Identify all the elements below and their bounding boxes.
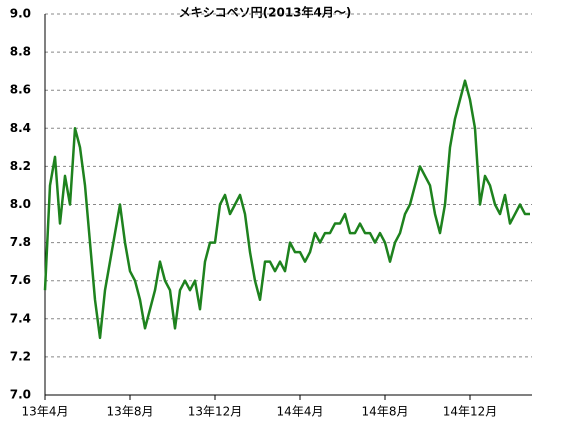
- y-tick-label: 9.0: [10, 7, 31, 21]
- x-tick-label: 13年4月: [22, 405, 69, 419]
- x-tick-label: 13年8月: [107, 405, 154, 419]
- x-tick-label: 14年8月: [362, 405, 409, 419]
- y-tick-label: 7.0: [10, 388, 31, 402]
- series-line: [43, 79, 530, 340]
- y-tick-label: 7.2: [10, 349, 31, 363]
- y-tick-label: 8.0: [10, 197, 31, 211]
- x-tick-label: 13年12月: [188, 405, 243, 419]
- y-tick-label: 8.6: [10, 83, 31, 97]
- y-tick-label: 8.2: [10, 159, 31, 173]
- chart-title: メキシコペソ円(2013年4月～): [179, 5, 352, 20]
- y-tick-label: 7.4: [10, 311, 31, 325]
- x-tick-label: 14年4月: [277, 405, 324, 419]
- y-tick-label: 8.8: [10, 45, 31, 59]
- y-tick-label: 8.4: [10, 121, 31, 135]
- y-tick-label: 7.6: [10, 273, 31, 287]
- x-tick-label: 14年12月: [443, 405, 498, 419]
- y-tick-label: 7.8: [10, 235, 31, 249]
